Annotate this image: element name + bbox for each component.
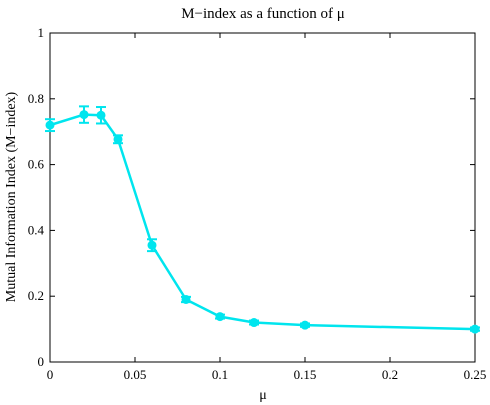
data-point [45,120,55,130]
data-point [249,318,259,328]
chart-title: M−index as a function of μ [181,6,345,22]
x-axis-label: μ [259,388,267,403]
x-tick-label: 0.1 [212,367,228,382]
series-line [49,113,476,331]
data-series [45,105,480,334]
y-tick-label: 0.6 [28,157,45,172]
data-point [79,110,89,120]
data-point [113,134,123,144]
y-tick-label: 0.4 [28,222,45,237]
x-tick-label: 0.2 [382,367,398,382]
plot-frame [49,32,476,363]
data-point [470,324,480,334]
y-tick-label: 1 [38,25,45,40]
x-tick-label: 0.15 [294,367,317,382]
x-tick-label: 0.05 [124,367,147,382]
data-point [181,294,191,304]
data-point [96,110,106,120]
data-point [300,320,310,330]
y-axis-label: Mutual Information Index (M−index) [4,91,19,302]
y-tick-label: 0.2 [28,288,44,303]
data-point [147,240,157,250]
y-tick-label: 0.8 [28,91,44,106]
axis-ticks: 0 0.05 0.1 0.15 0.2 0.25 0 0.2 0.4 0.6 0.8 1 [28,25,487,382]
x-tick-label: 0 [47,367,54,382]
y-tick-label: 0 [38,354,45,369]
x-tick-label: 0.25 [464,367,487,382]
data-point [215,312,225,322]
